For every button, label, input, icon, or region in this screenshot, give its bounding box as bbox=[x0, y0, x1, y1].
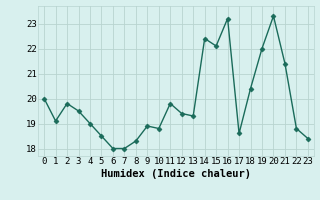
X-axis label: Humidex (Indice chaleur): Humidex (Indice chaleur) bbox=[101, 169, 251, 179]
